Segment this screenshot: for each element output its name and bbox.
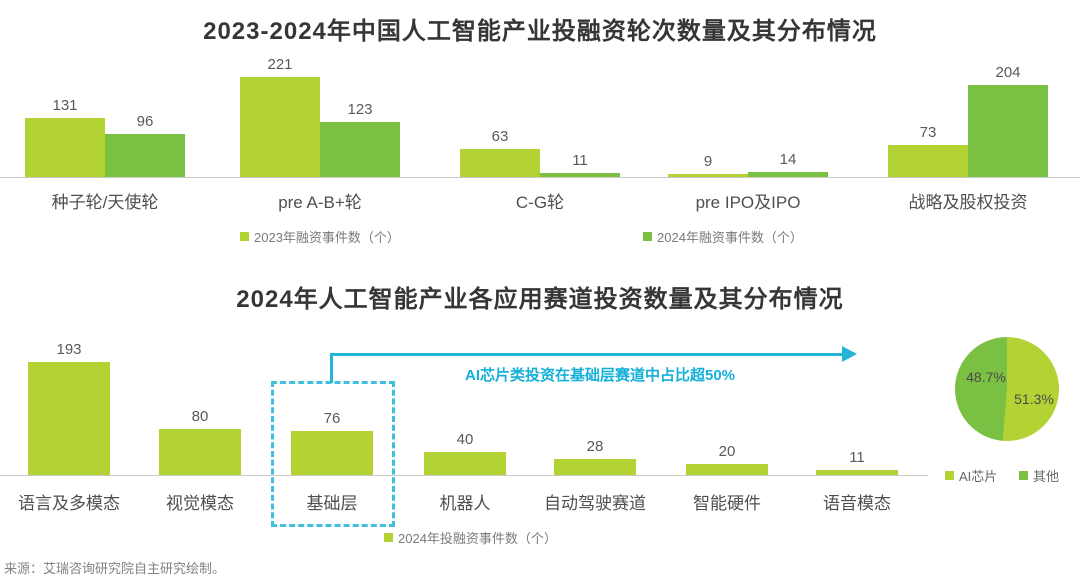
bar-value-label: 9 [703,153,713,170]
pie-legend-item-other: 其他 [1019,466,1059,485]
pie-legend-label-ai-chip: AI芯片 [959,469,998,484]
category-label-pre A-B+轮: pre A-B+轮 [278,193,362,212]
bar-value-label: 20 [718,443,736,460]
category-label-自动驾驶赛道: 自动驾驶赛道 [544,494,646,513]
chart-title-application-tracks: 2024年人工智能产业各应用赛道投资数量及其分布情况 [236,286,844,313]
bar-pre A-B+轮 [320,122,400,178]
bar-战略及股权投资 [968,85,1048,178]
category-label-机器人: 机器人 [439,494,491,513]
legend-item-2023: 2023年融资事件数（个） [240,227,400,246]
bar-语言及多模态 [28,362,110,476]
bar-视觉模态 [159,429,241,476]
pie-legend-label-other: 其他 [1033,469,1060,484]
bar-pre IPO及IPO [748,172,828,178]
bar-基础层 [291,431,373,476]
bar-战略及股权投资 [888,145,968,178]
bar-C-G轮 [460,149,540,178]
category-label-战略及股权投资: 战略及股权投资 [908,193,1028,212]
bar-value-label: 28 [586,438,604,455]
pie-legend-item-ai-chip: AI芯片 [945,466,997,485]
pie-legend-swatch-ai-chip [945,471,954,480]
bar-value-label: 40 [456,431,474,448]
annotation-connector-vertical [330,354,333,383]
bar-value-label: 80 [191,408,209,425]
legend-label-2024-investment: 2024年投融资事件数（个） [398,531,557,546]
bar-value-label: 14 [779,151,797,168]
arrow-right-icon [842,346,857,362]
legend-label-2024: 2024年融资事件数（个） [657,230,803,245]
bar-value-label: 131 [52,97,78,114]
bar-pre A-B+轮 [240,77,320,178]
bar-value-label: 193 [56,341,82,358]
bar-value-label: 221 [267,56,293,73]
bar-语音模态 [816,470,898,476]
bar-机器人 [424,452,506,476]
bar-value-label: 11 [849,449,865,466]
pie-chart-ai-chip-share [955,337,1059,441]
x-axis-line-chart2 [0,475,928,476]
category-label-基础层: 基础层 [306,494,358,513]
highlight-box-foundation-layer [271,381,395,527]
category-label-智能硬件: 智能硬件 [693,494,761,513]
bar-value-label: 96 [136,113,154,130]
category-label-视觉模态: 视觉模态 [166,494,234,513]
category-label-pre IPO及IPO: pre IPO及IPO [695,193,801,212]
legend-swatch-2023 [240,232,249,241]
legend-item-2024: 2024年融资事件数（个） [643,227,803,246]
category-label-C-G轮: C-G轮 [515,193,565,212]
category-label-语音模态: 语音模态 [823,494,891,513]
pie-label-other-share: 48.7% [966,369,1006,385]
chart-title-funding-rounds: 2023-2024年中国人工智能产业投融资轮次数量及其分布情况 [203,18,877,45]
annotation-connector-horizontal [330,353,843,356]
legend-item-2024-investment: 2024年投融资事件数（个） [384,528,557,547]
bar-智能硬件 [686,464,768,476]
bar-种子轮/天使轮 [105,134,185,178]
bar-value-label: 11 [572,152,588,169]
category-label-种子轮/天使轮: 种子轮/天使轮 [51,193,159,212]
pie-legend-swatch-other [1019,471,1028,480]
x-axis-line-chart1 [0,177,1080,178]
bar-value-label: 76 [323,410,341,427]
legend-swatch-2024 [643,232,652,241]
bar-value-label: 63 [491,128,509,145]
annotation-text: AI芯片类投资在基础层赛道中占比超50% [464,367,736,384]
legend-swatch-2024-investment [384,533,393,542]
bar-value-label: 73 [919,124,937,141]
bar-pre IPO及IPO [668,174,748,178]
bar-自动驾驶赛道 [554,459,636,476]
pie-label-ai-chip-share: 51.3% [1014,391,1054,407]
category-label-语言及多模态: 语言及多模态 [18,494,120,513]
bar-value-label: 123 [347,101,373,118]
legend-label-2023: 2023年融资事件数（个） [254,230,400,245]
bar-C-G轮 [540,173,620,178]
bar-value-label: 204 [995,64,1021,81]
source-note: 来源：艾瑞咨询研究院自主研究绘制。 [4,561,226,576]
bar-种子轮/天使轮 [25,118,105,178]
